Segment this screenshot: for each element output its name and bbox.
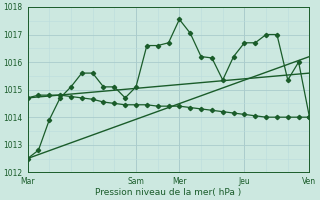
X-axis label: Pression niveau de la mer( hPa ): Pression niveau de la mer( hPa ) xyxy=(95,188,242,197)
